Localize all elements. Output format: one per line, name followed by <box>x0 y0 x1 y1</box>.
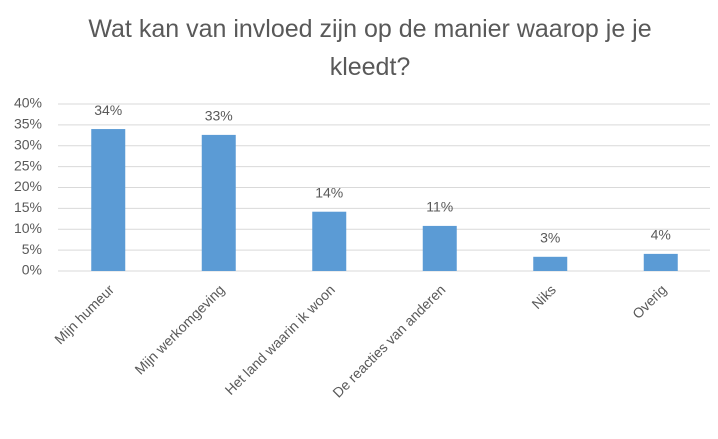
y-tick-label: 5% <box>22 241 42 257</box>
x-tick-label: Het land waarin ik woon <box>222 281 338 397</box>
value-label: 34% <box>94 102 122 118</box>
y-tick-label: 35% <box>14 116 42 132</box>
bar <box>422 225 457 271</box>
y-tick-label: 30% <box>14 136 42 152</box>
x-tick-label: Overig <box>629 281 669 321</box>
value-label: 11% <box>426 199 453 215</box>
y-tick-label: 10% <box>14 220 42 236</box>
x-tick-label: Mijn humeur <box>51 281 117 347</box>
y-tick-label: 40% <box>14 95 42 111</box>
bar <box>201 134 236 271</box>
value-label: 14% <box>315 184 343 200</box>
bar <box>91 129 126 271</box>
x-tick-label: Niks <box>528 281 559 312</box>
x-tick-label: De reacties van anderen <box>329 281 448 400</box>
y-tick-label: 0% <box>22 262 42 278</box>
y-tick-label: 25% <box>14 157 42 173</box>
chart-title: Wat kan van invloed zijn op de manier wa… <box>88 15 652 81</box>
y-tick-label: 15% <box>14 199 42 215</box>
bar <box>643 253 678 271</box>
y-tick-label: 20% <box>14 178 42 194</box>
x-tick-label: Mijn werkomgeving <box>131 281 227 377</box>
bar <box>533 256 568 271</box>
value-label: 33% <box>205 108 233 124</box>
value-label: 4% <box>651 227 671 243</box>
bar <box>312 211 347 271</box>
value-label: 3% <box>540 230 560 246</box>
